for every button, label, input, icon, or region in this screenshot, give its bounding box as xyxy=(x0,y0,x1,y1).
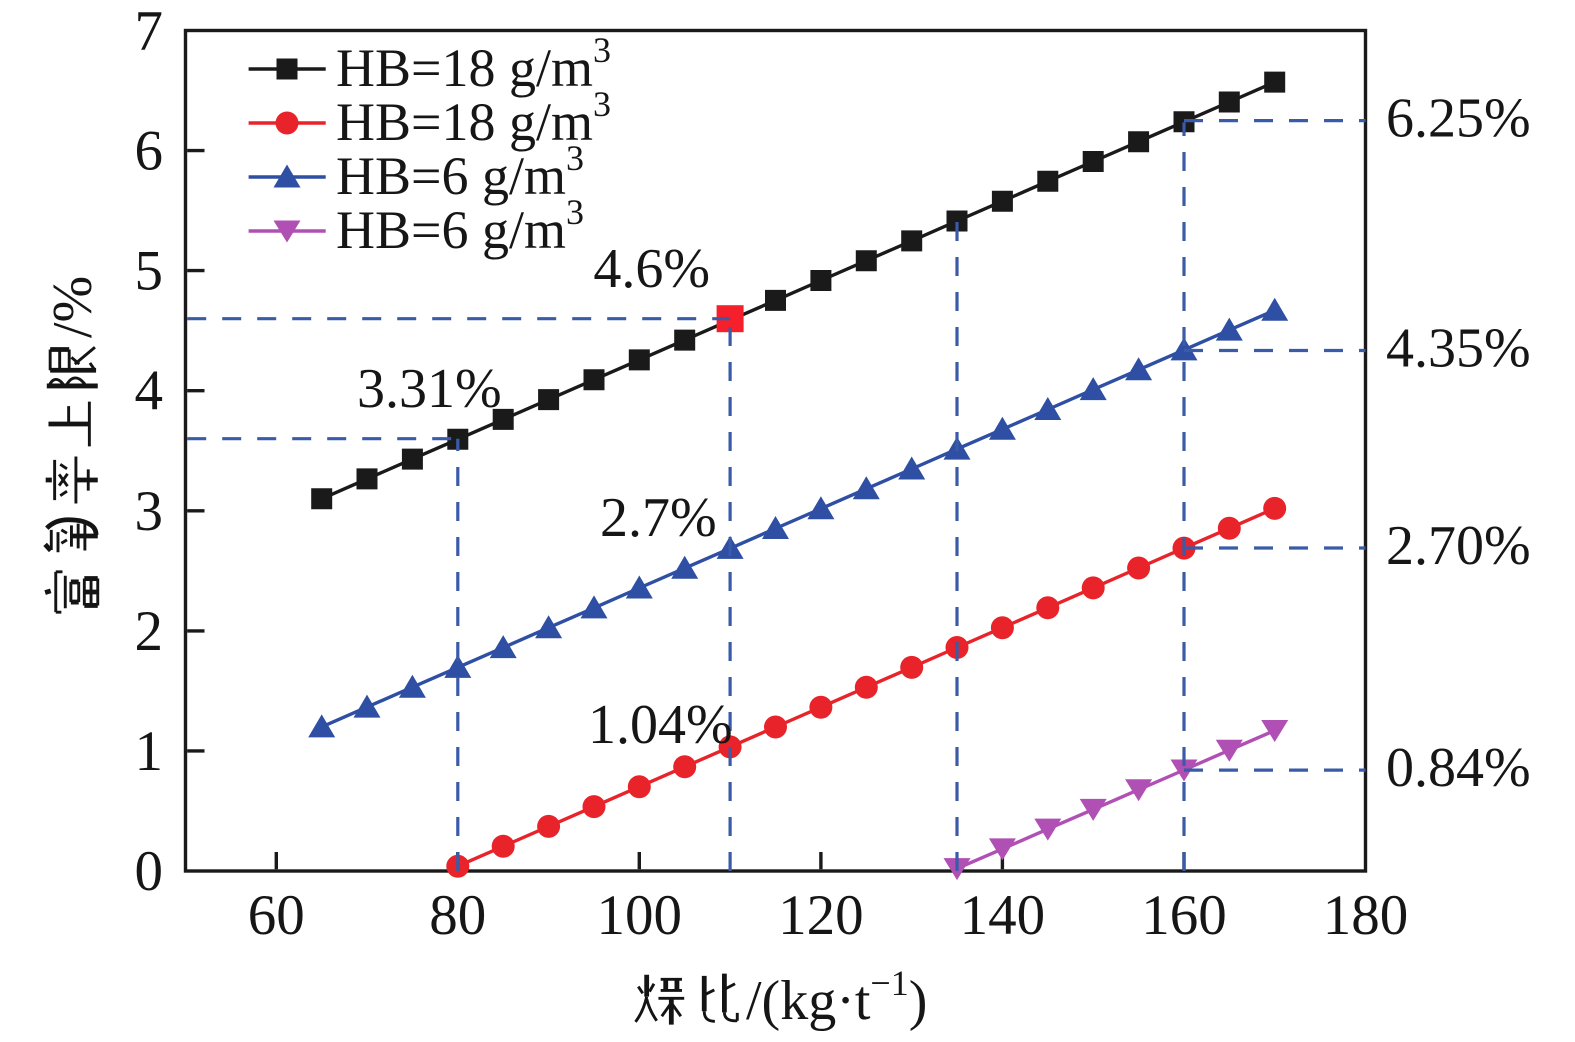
svg-text:80: 80 xyxy=(429,884,486,947)
svg-text:/(kg·t−1): /(kg·t−1) xyxy=(746,963,927,1032)
svg-text:3: 3 xyxy=(135,480,164,543)
svg-text:180: 180 xyxy=(1323,884,1409,947)
svg-text:4.6%: 4.6% xyxy=(593,238,710,300)
svg-text:HB=6 g/m3: HB=6 g/m3 xyxy=(336,192,584,260)
svg-text:3.31%: 3.31% xyxy=(357,358,502,420)
svg-text:1: 1 xyxy=(135,720,164,783)
svg-text:6: 6 xyxy=(135,120,164,183)
svg-text:140: 140 xyxy=(960,884,1046,947)
svg-text:7: 7 xyxy=(135,0,164,63)
svg-text:120: 120 xyxy=(778,884,864,947)
svg-text:1.04%: 1.04% xyxy=(588,694,733,756)
svg-text:HB=18 g/m3: HB=18 g/m3 xyxy=(336,30,611,98)
svg-text:160: 160 xyxy=(1141,884,1227,947)
svg-text:2.7%: 2.7% xyxy=(600,487,717,549)
svg-text:0.84%: 0.84% xyxy=(1386,737,1531,799)
svg-text:6.25%: 6.25% xyxy=(1386,88,1531,150)
svg-text:4.35%: 4.35% xyxy=(1386,318,1531,380)
svg-text:2.70%: 2.70% xyxy=(1386,515,1531,577)
svg-text:60: 60 xyxy=(248,884,305,947)
svg-text:5: 5 xyxy=(135,240,164,303)
svg-text:HB=18 g/m3: HB=18 g/m3 xyxy=(336,84,611,152)
svg-text:2: 2 xyxy=(135,600,164,663)
svg-text:HB=6 g/m3: HB=6 g/m3 xyxy=(336,138,584,206)
svg-text:100: 100 xyxy=(597,884,683,947)
svg-text:/%: /% xyxy=(42,276,104,338)
svg-text:0: 0 xyxy=(135,840,164,903)
svg-text:4: 4 xyxy=(135,360,164,423)
